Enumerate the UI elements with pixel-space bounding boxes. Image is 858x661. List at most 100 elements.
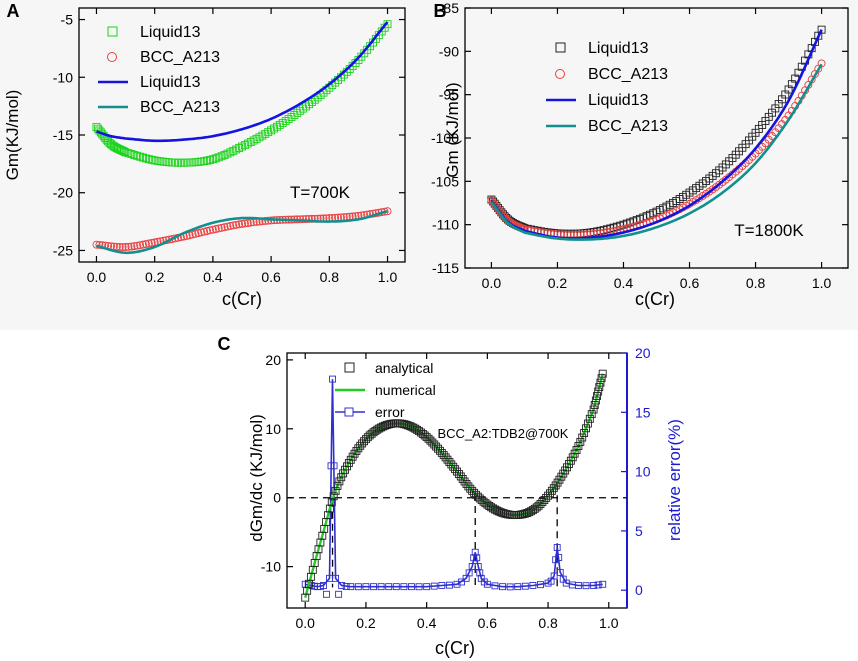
panel-c-analytical-marker — [591, 396, 600, 405]
panel-a-legend-swatch-1 — [107, 52, 117, 62]
panel-c-error-marker — [537, 581, 544, 589]
panel-a-legend-label-1: BCC_A213 — [140, 49, 220, 66]
panel-c-analytical-marker — [576, 437, 585, 446]
panel-c-y-left-label: dGm/dc (KJ/mol) — [247, 414, 266, 542]
panel-a-series-1-marker — [130, 242, 139, 251]
panel-c-error-marker — [521, 582, 529, 590]
panel-c-x-tick-label: 0.2 — [356, 615, 376, 631]
panel-a-series-0-marker — [203, 156, 212, 165]
panel-b-y-tick-label: -95 — [439, 87, 459, 103]
panel-a-y-tick-label: -5 — [61, 12, 74, 28]
panel-a-series-0-marker — [133, 151, 142, 160]
panel-c-error-marker — [594, 581, 602, 589]
panel-c-x-tick-label: 0.6 — [478, 615, 498, 631]
panel-c-legend-swatch-0 — [344, 362, 355, 373]
panel-a-series-0-marker — [220, 151, 229, 159]
panel-a-series-1-marker — [133, 241, 142, 250]
panel-a-series-1-marker — [188, 230, 197, 239]
panel-a-series-0-marker — [124, 149, 133, 158]
panel-a-series-0-marker — [144, 155, 153, 164]
panel-a-series-1-marker — [92, 240, 101, 249]
panel-c-right-tick-label: 5 — [635, 523, 643, 539]
panel-a-series-1-marker — [197, 228, 206, 237]
panel-b-legend-swatch-1 — [555, 69, 565, 79]
panel-c-error-marker — [438, 582, 446, 589]
panel-c-analytical-marker — [582, 424, 590, 433]
panel-a-series-1-marker — [136, 241, 145, 250]
panel-a-series-0-marker — [208, 155, 217, 164]
panel-c-x-label: c(Cr) — [435, 638, 475, 658]
panel-c-right-tick-label: 15 — [635, 404, 651, 420]
panel-c-error-marker — [430, 582, 438, 590]
panel-c-x-tick-label: 0.0 — [295, 615, 315, 631]
panel-c-legend-label-1: numerical — [375, 382, 436, 398]
panel-b-y-label: Gm (KJ/mol) — [443, 82, 462, 177]
panel-a-series-0-marker — [238, 142, 246, 151]
panel-c-y-right-label: relative error(%) — [665, 419, 684, 541]
panel-a-series-1-marker — [168, 235, 177, 243]
panel-b-x-tick-label: 0.8 — [746, 275, 766, 291]
panel-c-error-marker — [550, 572, 558, 580]
panel-c-error-marker — [332, 574, 340, 582]
panel-a-series-0-marker — [127, 150, 136, 158]
panel-c-error-marker — [590, 582, 598, 589]
panel-a-annotation: T=700K — [290, 183, 351, 202]
panel-c-error-marker — [362, 583, 370, 591]
panel-a-series-0-marker — [296, 106, 305, 115]
panel-c-error-marker — [499, 583, 506, 591]
panel-c-right-tick-label: 10 — [635, 464, 651, 480]
panel-b-x-tick-label: 0.2 — [548, 275, 568, 291]
panel-a-series-1-marker — [206, 226, 214, 235]
panel-a-series-1-marker — [115, 243, 124, 251]
panel-a-plot-frame — [78, 7, 406, 263]
panel-a-series-1-marker — [223, 222, 232, 231]
panel-a-series-0-marker — [147, 155, 156, 164]
panel-a-series-1-marker — [200, 227, 209, 236]
panel-a-series-0-marker — [293, 108, 302, 117]
panel-c-analytical-marker — [327, 498, 336, 507]
panel-a-x-tick-label: 0.6 — [261, 269, 281, 285]
panel-c-legend-swatch-box-2 — [344, 407, 354, 417]
panel-b-x-tick-label: 0.6 — [680, 275, 700, 291]
panel-c-analytical-marker — [335, 477, 344, 486]
panel-a-series-1-marker — [211, 225, 220, 233]
panel-a-x-label: c(Cr) — [222, 289, 262, 309]
panel-a-series-1-marker — [304, 215, 313, 223]
panel-a-series-2-line — [96, 21, 389, 143]
panel-b-legend-label-3: BCC_A213 — [588, 118, 668, 135]
panel-a-series-0-marker — [290, 111, 299, 119]
panel-c-analytical-marker — [331, 486, 340, 495]
panel-a-series-1-marker — [124, 242, 133, 251]
panel-a-series-0-marker — [206, 156, 214, 164]
panel-a-series-1-marker — [220, 223, 229, 232]
panel-c-error-marker — [574, 582, 582, 589]
panel-c-analytical-marker — [585, 414, 594, 423]
panel-a-y-tick-label: -25 — [53, 242, 73, 258]
panel-b-y-tick-label: -105 — [431, 173, 459, 189]
panel-c-error-marker — [514, 583, 522, 591]
panel-a-series-1-marker — [121, 243, 130, 251]
panel-c-error-marker — [529, 582, 537, 589]
panel-a-y-label: Gm(KJ/mol) — [3, 90, 22, 181]
panel-a-series-1-marker — [95, 240, 104, 249]
panel-a-series-0-marker — [130, 150, 139, 159]
panel-b-x-tick-label: 1.0 — [812, 275, 832, 291]
panel-a-series-1-marker — [380, 207, 389, 216]
panel-c-error-marker — [476, 569, 484, 577]
panel-c-analytical-marker — [583, 419, 592, 428]
panel-a-series-0-marker — [223, 149, 232, 158]
panel-b-legend-label-2: Liquid13 — [588, 92, 649, 109]
panel-c-analytical-marker — [578, 433, 587, 442]
panel-a-series-0-marker — [307, 98, 316, 106]
panel-c-y-tick-label: -10 — [261, 559, 281, 575]
panel-a-series-1-marker — [141, 240, 150, 249]
panel-c-analytical-marker — [593, 392, 601, 400]
panel-c-right-tick-label: 0 — [635, 582, 643, 598]
panel-a-y-tick-label: -10 — [53, 69, 73, 85]
panel-a-series-0-marker — [141, 154, 150, 163]
panel-a-series-0-marker — [139, 153, 147, 162]
panel-c-analytical-marker — [597, 374, 606, 383]
panel-b-y-tick-label: -100 — [431, 130, 459, 146]
panel-a-series-1-marker — [217, 223, 226, 232]
